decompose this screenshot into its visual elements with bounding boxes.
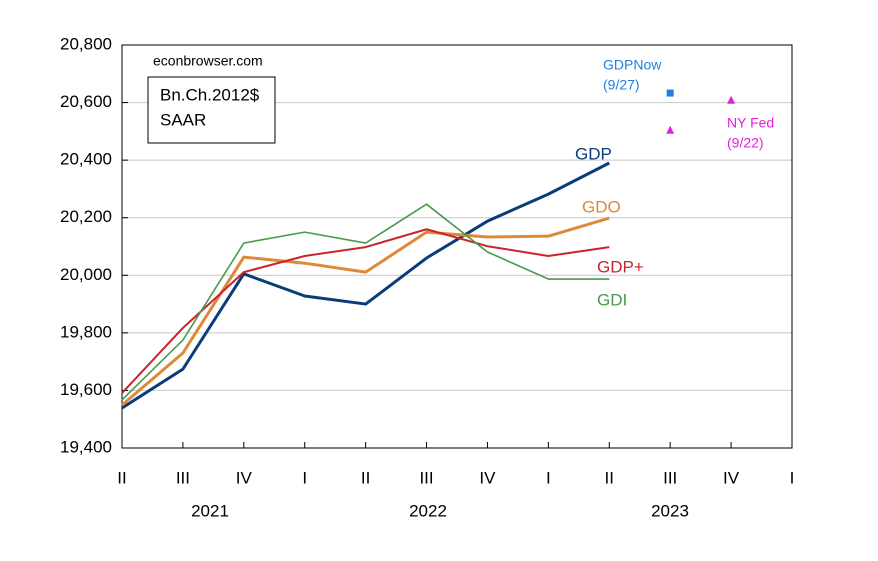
series-label: GDO [582, 197, 621, 216]
x-tick-label: I [302, 468, 307, 487]
x-tick-label: III [176, 468, 190, 487]
year-label: 2021 [191, 501, 229, 520]
y-tick-label: 19,400 [60, 437, 112, 456]
y-tick-label: 20,800 [60, 34, 112, 53]
series-date: (9/22) [727, 135, 764, 151]
nowcast-marker [727, 95, 736, 104]
y-tick-label: 20,200 [60, 207, 112, 226]
x-tick-label: I [790, 468, 795, 487]
year-label: 2023 [651, 501, 689, 520]
series-line [121, 216, 610, 407]
series-line [121, 161, 610, 410]
nowcast-marker [666, 89, 674, 97]
y-tick-label: 20,600 [60, 92, 112, 111]
series-label: NY Fed [727, 115, 774, 131]
plot-border [121, 44, 793, 449]
x-tick-label: IV [236, 468, 253, 487]
series-label: GDPNow [603, 57, 662, 73]
x-tick-label: II [361, 468, 370, 487]
series-label: GDI [597, 290, 627, 309]
series-label: GDP [575, 144, 612, 163]
x-tick-label: IV [723, 468, 740, 487]
y-tick-label: 19,600 [60, 380, 112, 399]
y-tick-label: 20,000 [60, 265, 112, 284]
series-line [121, 203, 610, 401]
units-label: Bn.Ch.2012$ [160, 85, 260, 104]
units-box [147, 76, 276, 144]
nowcast-marker [666, 125, 675, 134]
x-tick-label: III [663, 468, 677, 487]
series-date: (9/27) [603, 77, 640, 93]
series-label: GDP+ [597, 257, 644, 276]
x-tick-label: II [117, 468, 126, 487]
x-tick-label: I [546, 468, 551, 487]
x-tick-label: IV [479, 468, 496, 487]
source-label: econbrowser.com [153, 53, 263, 69]
units-label: SAAR [160, 110, 206, 129]
x-tick-label: II [605, 468, 614, 487]
x-tick-label: III [419, 468, 433, 487]
y-tick-label: 19,800 [60, 322, 112, 341]
y-tick-label: 20,400 [60, 150, 112, 169]
year-label: 2022 [409, 501, 447, 520]
series-line [121, 228, 610, 394]
